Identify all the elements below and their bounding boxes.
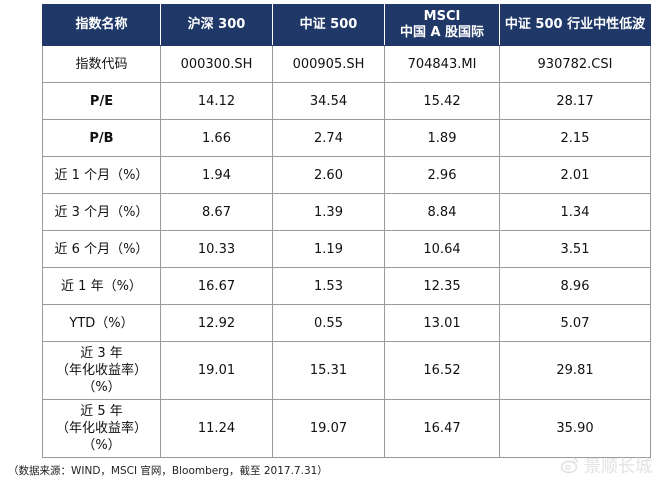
table-cell: 10.64	[384, 230, 500, 268]
table-cell: 5.07	[499, 304, 651, 342]
row-label: 近 1 年（%）	[42, 267, 161, 305]
row-label: 近 5 年 （年化收益率） （%）	[42, 399, 161, 458]
table-cell: 8.96	[499, 267, 651, 305]
column-header-text: MSCI	[423, 9, 461, 24]
table-cell: 15.31	[272, 341, 385, 400]
table-cell: 0.55	[272, 304, 385, 342]
table-cell: 11.24	[160, 399, 273, 458]
table-cell: 8.84	[384, 193, 500, 231]
table-cell: 19.01	[160, 341, 273, 400]
table-cell: 2.60	[272, 156, 385, 194]
table-cell: 28.17	[499, 82, 651, 120]
table-cell: 13.01	[384, 304, 500, 342]
table-cell: 29.81	[499, 341, 651, 400]
table-row: 近 6 个月（%） 10.33 1.19 10.64 3.51	[42, 230, 651, 268]
table-header: 指数名称 沪深 300 中证 500 MSCI 中国 A 股国际 中证 500 行业中性低…	[42, 4, 651, 46]
table-cell: 12.92	[160, 304, 273, 342]
table-row: 近 5 年 （年化收益率） （%） 11.24 19.07 16.47 35.90	[42, 399, 651, 458]
table-row: YTD（%） 12.92 0.55 13.01 5.07	[42, 304, 651, 342]
column-header-text: 沪深 300	[187, 17, 246, 32]
row-label: 近 6 个月（%）	[42, 230, 161, 268]
table-cell: 1.53	[272, 267, 385, 305]
row-label: 指数代码	[42, 45, 161, 83]
table-cell: 1.89	[384, 119, 500, 157]
column-header-text: 中证 500	[299, 17, 358, 32]
table-row: 指数代码 000300.SH 000905.SH 704843.MI 930782.CS…	[42, 45, 651, 83]
row-label: 近 3 年 （年化收益率） （%）	[42, 341, 161, 400]
row-label-text: 近 6 个月（%）	[54, 241, 149, 257]
table-cell: 000300.SH	[160, 45, 273, 83]
column-header: 中证 500	[272, 4, 385, 46]
row-label: 近 3 个月（%）	[42, 193, 161, 231]
table-cell: 12.35	[384, 267, 500, 305]
table-body: 指数代码 000300.SH 000905.SH 704843.MI 930782.CS…	[42, 45, 651, 458]
table-cell: 16.67	[160, 267, 273, 305]
table-cell: 14.12	[160, 82, 273, 120]
table-row: 近 1 年（%） 16.67 1.53 12.35 8.96	[42, 267, 651, 305]
table-cell: 930782.CSI	[499, 45, 651, 83]
row-label-text: P/B	[89, 130, 114, 146]
table-cell: 1.19	[272, 230, 385, 268]
table-cell: 15.42	[384, 82, 500, 120]
table-cell: 2.15	[499, 119, 651, 157]
column-header-text: 中证 500 行业中性低波	[504, 17, 646, 32]
row-label: YTD（%）	[42, 304, 161, 342]
table-cell: 35.90	[499, 399, 651, 458]
table-cell: 704843.MI	[384, 45, 500, 83]
table-cell: 34.54	[272, 82, 385, 120]
table-cell: 2.96	[384, 156, 500, 194]
header-row: 指数名称 沪深 300 中证 500 MSCI 中国 A 股国际 中证 500 行业中性低…	[42, 4, 651, 46]
table-cell: 3.51	[499, 230, 651, 268]
source-note: （数据来源：WIND，MSCI 官网，Bloomberg，截至 2017.7.3…	[8, 465, 328, 477]
table-cell: 1.34	[499, 193, 651, 231]
row-label: P/B	[42, 119, 161, 157]
table-cell: 16.52	[384, 341, 500, 400]
row-label-text: 近 1 年（%）	[61, 278, 142, 294]
table-cell: 2.01	[499, 156, 651, 194]
row-label-text: YTD（%）	[69, 315, 134, 331]
watermark: 景顺长城	[560, 452, 652, 477]
column-header: 中证 500 行业中性低波	[499, 4, 651, 46]
table-cell: 1.39	[272, 193, 385, 231]
column-header: 指数名称	[42, 4, 161, 46]
index-comparison-table: 指数名称 沪深 300 中证 500 MSCI 中国 A 股国际 中证 500 行业中性低…	[42, 4, 651, 458]
row-label-text: 近 5 年	[80, 404, 123, 419]
table-cell: 1.94	[160, 156, 273, 194]
watermark-text: 景顺长城	[584, 457, 652, 477]
row-label-text: 指数代码	[75, 56, 128, 72]
row-label-text: （%）	[82, 380, 121, 395]
row-label: P/E	[42, 82, 161, 120]
row-label-text: 近 3 年	[80, 346, 123, 361]
table-cell: 1.66	[160, 119, 273, 157]
table-row: 近 1 个月（%） 1.94 2.60 2.96 2.01	[42, 156, 651, 194]
table-row: P/B 1.66 2.74 1.89 2.15	[42, 119, 651, 157]
row-label: 近 1 个月（%）	[42, 156, 161, 194]
table-cell: 8.67	[160, 193, 273, 231]
column-header-text: 指数名称	[75, 17, 128, 32]
row-label-text: 近 3 个月（%）	[54, 204, 149, 220]
row-label-text: 近 1 个月（%）	[54, 167, 149, 183]
row-label-text: （%）	[82, 438, 121, 453]
table-cell: 000905.SH	[272, 45, 385, 83]
table-cell: 10.33	[160, 230, 273, 268]
weibo-icon	[560, 455, 580, 475]
table-row: 近 3 个月（%） 8.67 1.39 8.84 1.34	[42, 193, 651, 231]
column-header: MSCI 中国 A 股国际	[384, 4, 500, 46]
table-cell: 2.74	[272, 119, 385, 157]
row-label-text: P/E	[89, 93, 114, 109]
table-cell: 16.47	[384, 399, 500, 458]
table-row: 近 3 年 （年化收益率） （%） 19.01 15.31 16.52 29.81	[42, 341, 651, 400]
column-header: 沪深 300	[160, 4, 273, 46]
row-label-text: （年化收益率）	[55, 363, 147, 378]
column-header-text: 中国 A 股国际	[399, 25, 485, 40]
table-row: P/E 14.12 34.54 15.42 28.17	[42, 82, 651, 120]
row-label-text: （年化收益率）	[55, 421, 147, 436]
table-cell: 19.07	[272, 399, 385, 458]
